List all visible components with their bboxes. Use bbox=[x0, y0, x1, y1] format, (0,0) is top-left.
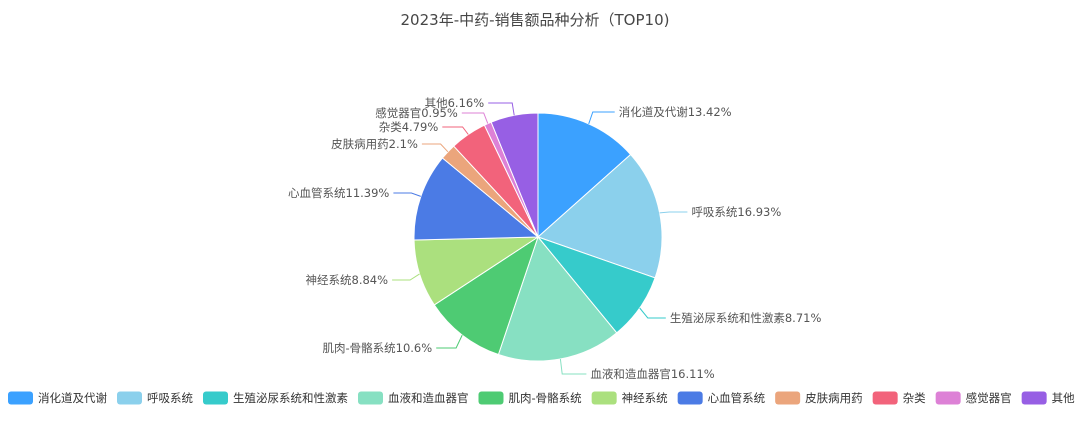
legend-label-4: 血液和造血器官 bbox=[388, 391, 469, 405]
label-line-1 bbox=[588, 111, 615, 125]
legend-swatch-4 bbox=[358, 391, 383, 405]
legend-label-2: 呼吸系统 bbox=[147, 391, 193, 405]
label-line-7 bbox=[393, 192, 421, 197]
slice-label-3: 生殖泌尿系统和性激素8.71% bbox=[670, 311, 822, 325]
slice-label-10: 感觉器官0.95% bbox=[375, 106, 458, 120]
legend: 消化道及代谢 呼吸系统 生殖泌尿系统和性激素 血液和造血器官 肌肉-骨骼系统 神经系统 心血… bbox=[8, 391, 1075, 405]
slice-label-8: 皮肤病用药2.1% bbox=[331, 137, 418, 151]
label-line-3 bbox=[639, 307, 666, 319]
slice-label-11: 其他6.16% bbox=[425, 96, 485, 110]
slice-label-2: 呼吸系统16.93% bbox=[691, 205, 781, 219]
slice-label-5: 肌肉-骨骼系统10.6% bbox=[322, 341, 432, 355]
legend-swatch-8 bbox=[775, 391, 801, 405]
legend-label-3: 生殖泌尿系统和性激素 bbox=[233, 391, 348, 405]
legend-item-2[interactable]: 呼吸系统 bbox=[117, 391, 193, 405]
slice-label-1: 消化道及代谢13.42% bbox=[619, 105, 732, 119]
legend-item-5[interactable]: 肌肉-骨骼系统 bbox=[478, 391, 583, 405]
legend-swatch-2 bbox=[117, 391, 142, 405]
legend-label-9: 杂类 bbox=[903, 391, 926, 405]
slice-labels: 消化道及代谢13.42% 呼吸系统16.93% 生殖泌尿系统和性激素8.71% 血液和… bbox=[288, 96, 821, 381]
chart-title: 2023年-中药-销售额品种分析（TOP10) bbox=[401, 11, 670, 29]
label-line-8 bbox=[421, 143, 449, 153]
label-line-11 bbox=[488, 102, 515, 116]
legend-swatch-9 bbox=[872, 391, 898, 405]
legend-item-9[interactable]: 杂类 bbox=[872, 391, 926, 405]
legend-item-10[interactable]: 感觉器官 bbox=[935, 391, 1012, 405]
legend-swatch-10 bbox=[935, 391, 961, 405]
legend-item-4[interactable]: 血液和造血器官 bbox=[358, 391, 469, 405]
pie-slice-2 bbox=[537, 153, 663, 279]
label-line-6 bbox=[392, 273, 420, 281]
label-line-10 bbox=[461, 112, 489, 124]
slice-label-9: 杂类4.79% bbox=[379, 120, 439, 134]
legend-item-6[interactable]: 神经系统 bbox=[591, 391, 668, 405]
legend-swatch-5 bbox=[478, 391, 504, 405]
legend-label-7: 心血管系统 bbox=[708, 391, 766, 405]
legend-item-1[interactable]: 消化道及代谢 bbox=[8, 391, 107, 405]
label-line-2 bbox=[659, 211, 688, 214]
pie-slice-5 bbox=[433, 235, 539, 356]
legend-label-10: 感觉器官 bbox=[966, 391, 1012, 405]
slice-label-6: 神经系统8.84% bbox=[306, 273, 389, 287]
legend-swatch-7 bbox=[677, 391, 703, 405]
pie-slice-11 bbox=[490, 112, 539, 238]
slice-label-4: 血液和造血器官16.11% bbox=[590, 367, 714, 381]
label-line-9 bbox=[442, 126, 469, 135]
legend-swatch-11 bbox=[1021, 391, 1047, 405]
legend-swatch-6 bbox=[591, 391, 617, 405]
legend-swatch-3 bbox=[203, 391, 228, 405]
legend-item-11[interactable]: 其他 bbox=[1021, 391, 1075, 405]
legend-label-1: 消化道及代谢 bbox=[38, 391, 107, 405]
legend-item-3[interactable]: 生殖泌尿系统和性激素 bbox=[203, 391, 348, 405]
legend-label-11: 其他 bbox=[1052, 391, 1075, 405]
slice-label-7: 心血管系统11.39% bbox=[288, 186, 389, 200]
legend-item-7[interactable]: 心血管系统 bbox=[677, 391, 766, 405]
legend-item-8[interactable]: 皮肤病用药 bbox=[775, 391, 863, 405]
legend-label-5: 肌肉-骨骼系统 bbox=[509, 391, 583, 405]
pie-slice-7 bbox=[413, 157, 540, 241]
pie-slices bbox=[413, 112, 663, 362]
legend-label-8: 皮肤病用药 bbox=[805, 391, 863, 405]
legend-label-6: 神经系统 bbox=[622, 391, 668, 405]
legend-swatch-1 bbox=[8, 391, 33, 405]
label-line-5 bbox=[436, 334, 463, 349]
label-line-4 bbox=[559, 358, 587, 375]
